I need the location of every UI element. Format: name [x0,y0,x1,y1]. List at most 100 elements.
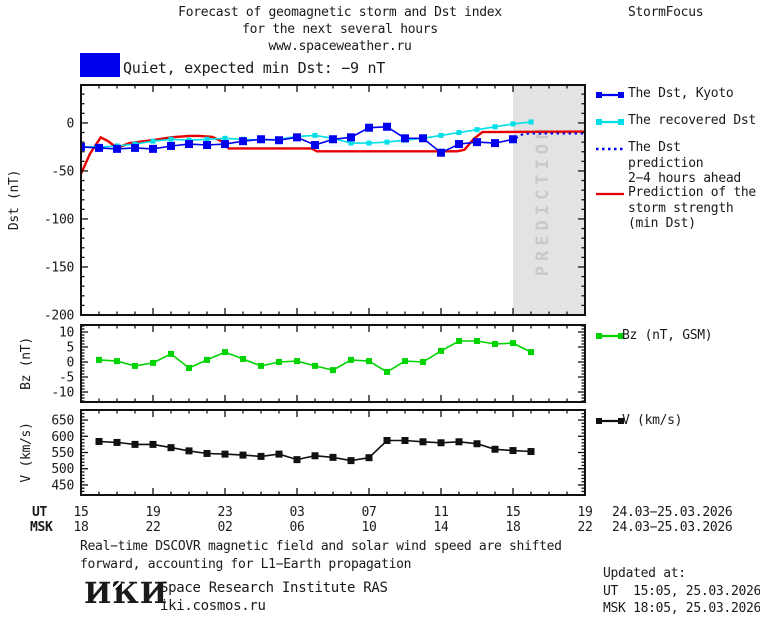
legend-label-line: The recovered Dst [628,113,756,128]
legend-sample-dst-prediction-icon [596,147,624,151]
brand-stormfocus: StormFocus [628,5,704,20]
data-point [293,456,301,464]
y-axis-title: Dst (nT) [7,170,22,230]
ytick-label: 650 [51,414,74,429]
data-point [473,138,481,147]
data-point [222,349,228,356]
data-point [203,449,211,457]
data-point [510,340,516,347]
status-text: Quiet, expected min Dst: −9 nT [123,59,385,77]
y-axis-title: V (km/s) [19,422,34,482]
series-line [81,121,532,148]
ytick-label: 450 [51,478,74,493]
data-point [257,452,265,460]
data-point [81,142,85,151]
axis-ticks [80,325,586,402]
v-plot-frame [80,409,586,496]
footer-note-line1: Real−time DSCOVR magnetic field and sola… [80,539,562,554]
data-point [149,440,157,448]
data-point [348,356,354,363]
data-point [347,133,355,142]
data-point [383,436,391,444]
data-point [222,135,228,141]
data-point [95,143,103,152]
legend-label-line: (min Dst) [628,216,696,231]
data-point [384,368,390,375]
xaxis-tick-ut-1: 19 [145,505,161,520]
legend-sample-recovered-dst-icon [596,119,624,125]
legend-sample-bz-icon [596,333,624,339]
data-point [473,440,481,448]
data-point [257,135,265,144]
data-point [168,350,174,357]
footer-note-line2: forward, accounting for L1−Earth propaga… [80,557,412,572]
data-point [527,448,535,456]
data-point [383,122,391,131]
data-point [132,362,138,369]
dst-plot-frame [80,84,586,316]
data-point [311,452,319,460]
data-point [528,349,534,356]
data-point [167,444,175,452]
data-point [366,140,372,146]
ytick-label: -200 [44,309,74,324]
data-point [365,123,373,132]
bz-plot-frame [80,324,586,403]
ytick-label: -10 [51,386,74,401]
data-point [402,358,408,365]
xaxis-msk-label: MSK [30,520,53,535]
xaxis-tick-msk-2: 02 [217,520,233,535]
legend-label-line: The Dst prediction [628,140,704,171]
data-point [492,124,498,130]
ytick-label: -150 [44,260,74,275]
data-point [221,140,229,149]
iki-logo: ИКИ [84,576,169,610]
data-point [419,438,427,446]
page-title-line2: for the next several hours [242,22,438,37]
legend-sample-storm-strength [595,188,625,203]
data-point [366,358,372,365]
legend-sample-v [595,415,625,430]
data-point [239,451,247,459]
legend-label-line: Bz (nT, GSM) [622,328,713,343]
legend-label-bz: Bz (nT, GSM) [622,328,713,344]
series-bz-nt-gsm [96,337,534,375]
prediction-label: PREDICTION [533,124,553,276]
series-line [81,130,585,175]
xaxis-ut-label: UT [32,505,48,520]
data-point [456,130,462,136]
data-point [311,141,319,150]
data-point [131,440,139,448]
data-point [204,356,210,363]
xaxis-tick-ut-0: 15 [73,505,89,520]
legend-label-v: V (km/s) [622,413,683,429]
ytick-label: 600 [51,430,74,445]
ytick-label: -100 [44,212,74,227]
series-the-dst-kyoto [81,122,517,157]
data-point [474,127,480,133]
data-point [294,358,300,365]
legend-sample-dst-kyoto [595,89,625,104]
legend-sample-v-icon [596,418,624,424]
data-point [365,454,373,462]
data-point [456,337,462,344]
data-point [348,140,354,146]
xaxis-tick-ut-3: 03 [289,505,305,520]
xaxis-tick-msk-3: 06 [289,520,305,535]
legend-label-storm-strength: Prediction of the storm strength (min Dst) [628,185,756,232]
date-range-ut: 24.03−25.03.2026 [612,505,733,520]
legend-sample-bz [595,330,625,345]
legend-label-line: Prediction of the [628,185,756,200]
data-point [113,144,121,153]
ytick-label: -50 [51,164,74,179]
series-v-km-s [95,436,535,465]
data-point [419,134,427,143]
data-point [420,358,426,365]
data-point [509,447,517,455]
data-point [186,365,192,372]
legend-label-dst-prediction: The Dst prediction 2−4 hours ahead [628,140,760,187]
data-point [455,140,463,149]
data-point [203,141,211,150]
legend-label-line: 2−4 hours ahead [628,171,741,186]
ytick-label: 550 [51,446,74,461]
